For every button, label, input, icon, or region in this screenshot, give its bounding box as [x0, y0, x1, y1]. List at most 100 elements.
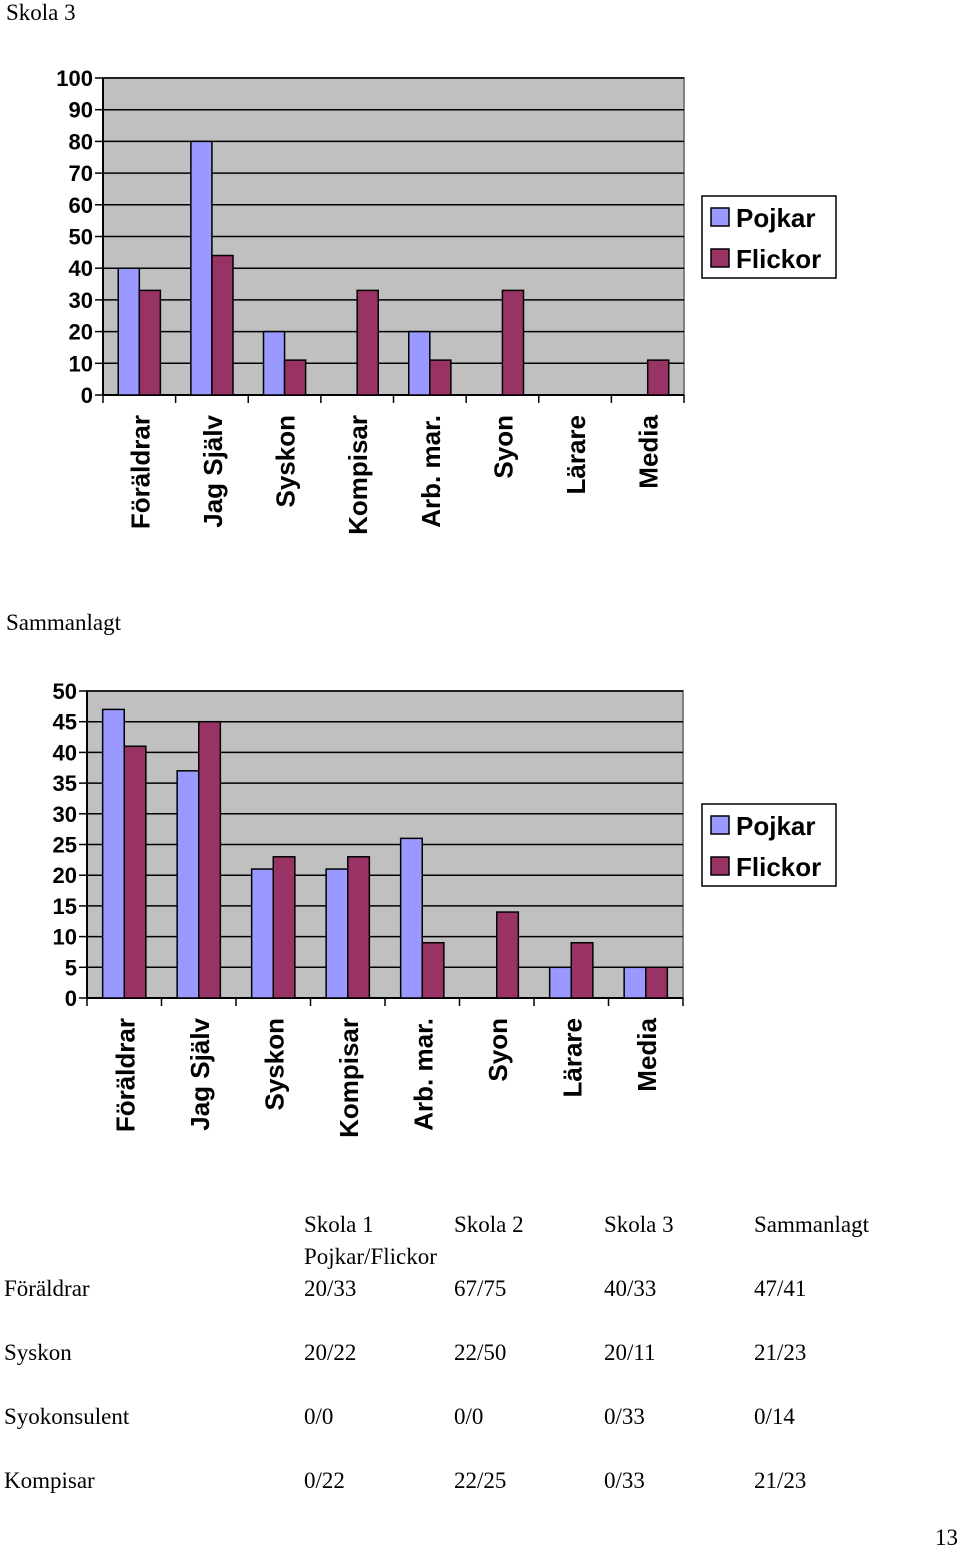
- y-tick-label: 0: [81, 383, 93, 408]
- y-tick-label: 35: [53, 771, 77, 796]
- table-cell: 40/33: [604, 1276, 657, 1301]
- table-cell: 22/50: [454, 1340, 507, 1365]
- bar-flickor: [138, 289, 162, 396]
- table-header-skola-3: Skola 3: [604, 1212, 674, 1237]
- x-tick-label: Syskon: [259, 1018, 289, 1111]
- y-tick-label: 20: [69, 320, 93, 345]
- y-tick-label: 70: [69, 161, 93, 186]
- table-header-skola-2: Skola 2: [454, 1212, 524, 1237]
- y-tick-label: 50: [69, 225, 93, 250]
- x-tick-label: Arb. mar.: [408, 1018, 438, 1131]
- bar-flickor: [429, 359, 452, 396]
- legend-swatch-flickor: [710, 856, 730, 876]
- bar-pojkar: [408, 330, 431, 396]
- table-cell: 20/33: [304, 1276, 357, 1301]
- x-tick-label: Syon: [483, 1018, 513, 1082]
- bar-pojkar: [101, 708, 125, 999]
- x-tick-label: Media: [634, 414, 664, 488]
- bar-flickor: [570, 941, 594, 999]
- y-tick-label: 100: [56, 66, 93, 91]
- table-row-label: Syskon: [4, 1340, 72, 1365]
- table-cell: 0/0: [454, 1404, 484, 1429]
- table-row-label: Syokonsulent: [4, 1404, 130, 1429]
- bar-pojkar: [623, 966, 647, 999]
- table-row-label: Kompisar: [4, 1468, 95, 1493]
- x-tick-label: Jag Själv: [185, 1017, 215, 1130]
- table-cell: 0/22: [304, 1468, 345, 1493]
- legend-label-flickor: Flickor: [736, 244, 821, 274]
- y-tick-label: 30: [69, 288, 93, 313]
- legend-swatch-flickor: [710, 248, 730, 268]
- bar-flickor: [347, 856, 371, 999]
- table-cell: 47/41: [754, 1276, 807, 1301]
- x-tick-label: Lärare: [557, 1018, 587, 1098]
- bar-flickor: [198, 720, 222, 999]
- chart-skola-3: 0 10 20 30 40 50 60 70 80 90 100 Föräldrar Jag Själv…: [56, 66, 837, 535]
- table-cell: 21/23: [754, 1468, 807, 1493]
- bar-flickor: [646, 359, 670, 396]
- y-tick-label: 40: [53, 740, 77, 765]
- bar-pojkar: [190, 140, 213, 396]
- y-tick-label: 90: [69, 98, 93, 123]
- chart-sammanlagt: 0 5 10 15 20 25 30 35 40 45 50 Föräldrar Jag Själv Sy…: [53, 679, 837, 1138]
- page-number: 13: [935, 1525, 958, 1550]
- bar-flickor: [283, 359, 307, 396]
- table-cell: 20/11: [604, 1340, 656, 1365]
- x-tick-label: Arb. mar.: [416, 415, 446, 528]
- table-cell: 22/25: [454, 1468, 507, 1493]
- table-row-label: Föräldrar: [4, 1276, 90, 1301]
- y-tick-label: 50: [53, 679, 77, 704]
- bar-flickor: [501, 289, 525, 396]
- table-cell: 0/14: [754, 1404, 795, 1429]
- table-header-skola-1: Skola 1: [304, 1212, 374, 1237]
- y-tick-label: 25: [53, 833, 77, 858]
- bar-flickor: [123, 745, 147, 999]
- y-tick-label: 45: [53, 710, 77, 735]
- bar-flickor: [421, 941, 445, 999]
- table-cell: 21/23: [754, 1340, 807, 1365]
- x-tick-label: Kompisar: [334, 1018, 364, 1138]
- table-cell: 67/75: [454, 1276, 507, 1301]
- x-tick-label: Kompisar: [343, 415, 373, 535]
- x-tick-label: Lärare: [561, 415, 591, 495]
- bar-pojkar: [250, 868, 275, 999]
- y-tick-label: 30: [53, 802, 77, 827]
- y-tick-label: 15: [53, 894, 77, 919]
- y-tick-label: 10: [53, 925, 77, 950]
- x-tick-label: Föräldrar: [110, 1018, 140, 1132]
- x-tick-label: Media: [632, 1017, 662, 1091]
- bar-pojkar: [399, 837, 423, 999]
- table-cell: 0/33: [604, 1404, 645, 1429]
- legend-label-pojkar: Pojkar: [736, 203, 816, 233]
- y-tick-label: 5: [65, 955, 77, 980]
- x-tick-label: Syskon: [271, 415, 301, 508]
- bar-flickor: [496, 911, 520, 999]
- y-tick-label: 10: [69, 351, 93, 376]
- chart1-title: Skola 3: [6, 0, 76, 25]
- table-cell: 20/22: [304, 1340, 357, 1365]
- bar-flickor: [211, 254, 234, 396]
- y-tick-label: 60: [69, 193, 93, 218]
- y-tick-label: 80: [69, 129, 93, 154]
- bar-pojkar: [325, 868, 349, 999]
- bar-flickor: [645, 966, 669, 999]
- bar-pojkar: [262, 330, 286, 396]
- table-cell: 0/33: [604, 1468, 645, 1493]
- legend-label-flickor: Flickor: [736, 852, 821, 882]
- y-tick-label: 40: [69, 256, 93, 281]
- bar-pojkar: [176, 770, 200, 999]
- table-cell: 0/0: [304, 1404, 334, 1429]
- legend-label-pojkar: Pojkar: [736, 811, 816, 841]
- y-tick-label: 20: [53, 863, 77, 888]
- y-tick-label: 0: [65, 986, 77, 1011]
- table-subheader: Pojkar/Flickor: [304, 1244, 437, 1269]
- x-tick-label: Syon: [488, 415, 518, 479]
- x-tick-label: Föräldrar: [125, 415, 155, 529]
- bar-flickor: [272, 856, 296, 999]
- chart2-title: Sammanlagt: [6, 610, 121, 635]
- legend-swatch-pojkar: [710, 815, 730, 835]
- bar-pojkar: [117, 267, 141, 396]
- bar-flickor: [356, 289, 379, 396]
- x-tick-label: Jag Själv: [198, 414, 228, 527]
- table-header-sammanlagt: Sammanlagt: [754, 1212, 869, 1237]
